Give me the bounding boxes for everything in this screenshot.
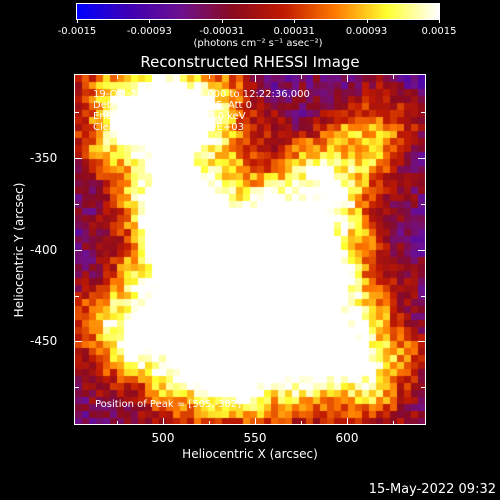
- axis-tick-mark: [421, 112, 425, 113]
- x-tick-label: 550: [243, 431, 267, 445]
- plot-datestamp: 15-May-2022 09:32: [368, 482, 496, 497]
- axis-tick-mark: [418, 250, 425, 251]
- colorbar: [76, 3, 440, 20]
- clean-counts-text: Clean. Total counts: 1.39E+03: [93, 122, 244, 133]
- colorbar-tick: [439, 20, 440, 23]
- axis-tick-mark: [75, 296, 79, 297]
- colorbar-units-label: (photons cm⁻² s⁻¹ asec⁻²): [193, 38, 323, 49]
- colorbar-tick-label: 0.00031: [273, 26, 315, 37]
- axis-tick-mark: [393, 421, 394, 425]
- image-plot-area: 19-Oct-2012 12:21:16.000 to 12:22:36.000…: [74, 74, 426, 425]
- axis-tick-mark: [75, 250, 82, 251]
- x-tick-label: 600: [335, 431, 359, 445]
- axis-tick-mark: [209, 421, 210, 425]
- observation-time-text: 19-Oct-2012 12:21:16.000 to 12:22:36.000: [93, 89, 310, 100]
- axis-tick-mark: [163, 75, 164, 82]
- colorbar-tick-label: -0.0015: [57, 26, 97, 37]
- axis-tick-mark: [421, 204, 425, 205]
- detectors-text: Detectors: 3F 5F 6F 7F 8F, Att 0: [93, 100, 253, 111]
- y-tick-label: -450: [30, 334, 58, 348]
- axis-tick-mark: [347, 418, 348, 425]
- axis-tick-mark: [347, 75, 348, 82]
- axis-tick-mark: [209, 75, 210, 79]
- colorbar-tick-label: 0.00093: [345, 26, 388, 37]
- axis-tick-mark: [75, 112, 79, 113]
- axis-tick-mark: [301, 75, 302, 79]
- axis-tick-mark: [255, 75, 256, 82]
- axis-tick-mark: [117, 75, 118, 79]
- x-axis-label: Heliocentric X (arcsec): [182, 447, 318, 461]
- colorbar-tick: [149, 20, 151, 23]
- energy-range-text: Energy Range: 12.0 - 25.0 keV: [93, 111, 246, 122]
- axis-tick-mark: [75, 158, 82, 159]
- y-tick-label: -350: [30, 151, 58, 165]
- colorbar-tick-label: -0.00031: [199, 26, 245, 37]
- axis-tick-mark: [418, 341, 425, 342]
- colorbar-tick: [77, 20, 78, 23]
- colorbar-tick: [366, 20, 368, 23]
- axis-tick-mark: [255, 418, 256, 425]
- rhessi-heatmap-image: [75, 75, 425, 424]
- peak-position-text: Position of Peak = [505,-382]: [95, 399, 242, 410]
- colorbar-tick: [221, 20, 223, 23]
- axis-tick-mark: [421, 296, 425, 297]
- colorbar-tick-label: -0.00093: [126, 26, 172, 37]
- axis-tick-mark: [75, 204, 79, 205]
- axis-tick-mark: [301, 421, 302, 425]
- axis-tick-mark: [75, 387, 79, 388]
- axis-tick-mark: [393, 75, 394, 79]
- y-axis-label: Heliocentric Y (arcsec): [12, 182, 26, 318]
- y-tick-label: -400: [30, 243, 58, 257]
- plot-title: Reconstructed RHESSI Image: [140, 53, 360, 71]
- axis-tick-mark: [117, 421, 118, 425]
- axis-tick-mark: [418, 158, 425, 159]
- axis-tick-mark: [421, 387, 425, 388]
- x-tick-label: 500: [151, 431, 175, 445]
- colorbar-tick: [294, 20, 296, 23]
- axis-tick-mark: [75, 341, 82, 342]
- axis-tick-mark: [163, 418, 164, 425]
- colorbar-tick-label: 0.0015: [421, 26, 457, 37]
